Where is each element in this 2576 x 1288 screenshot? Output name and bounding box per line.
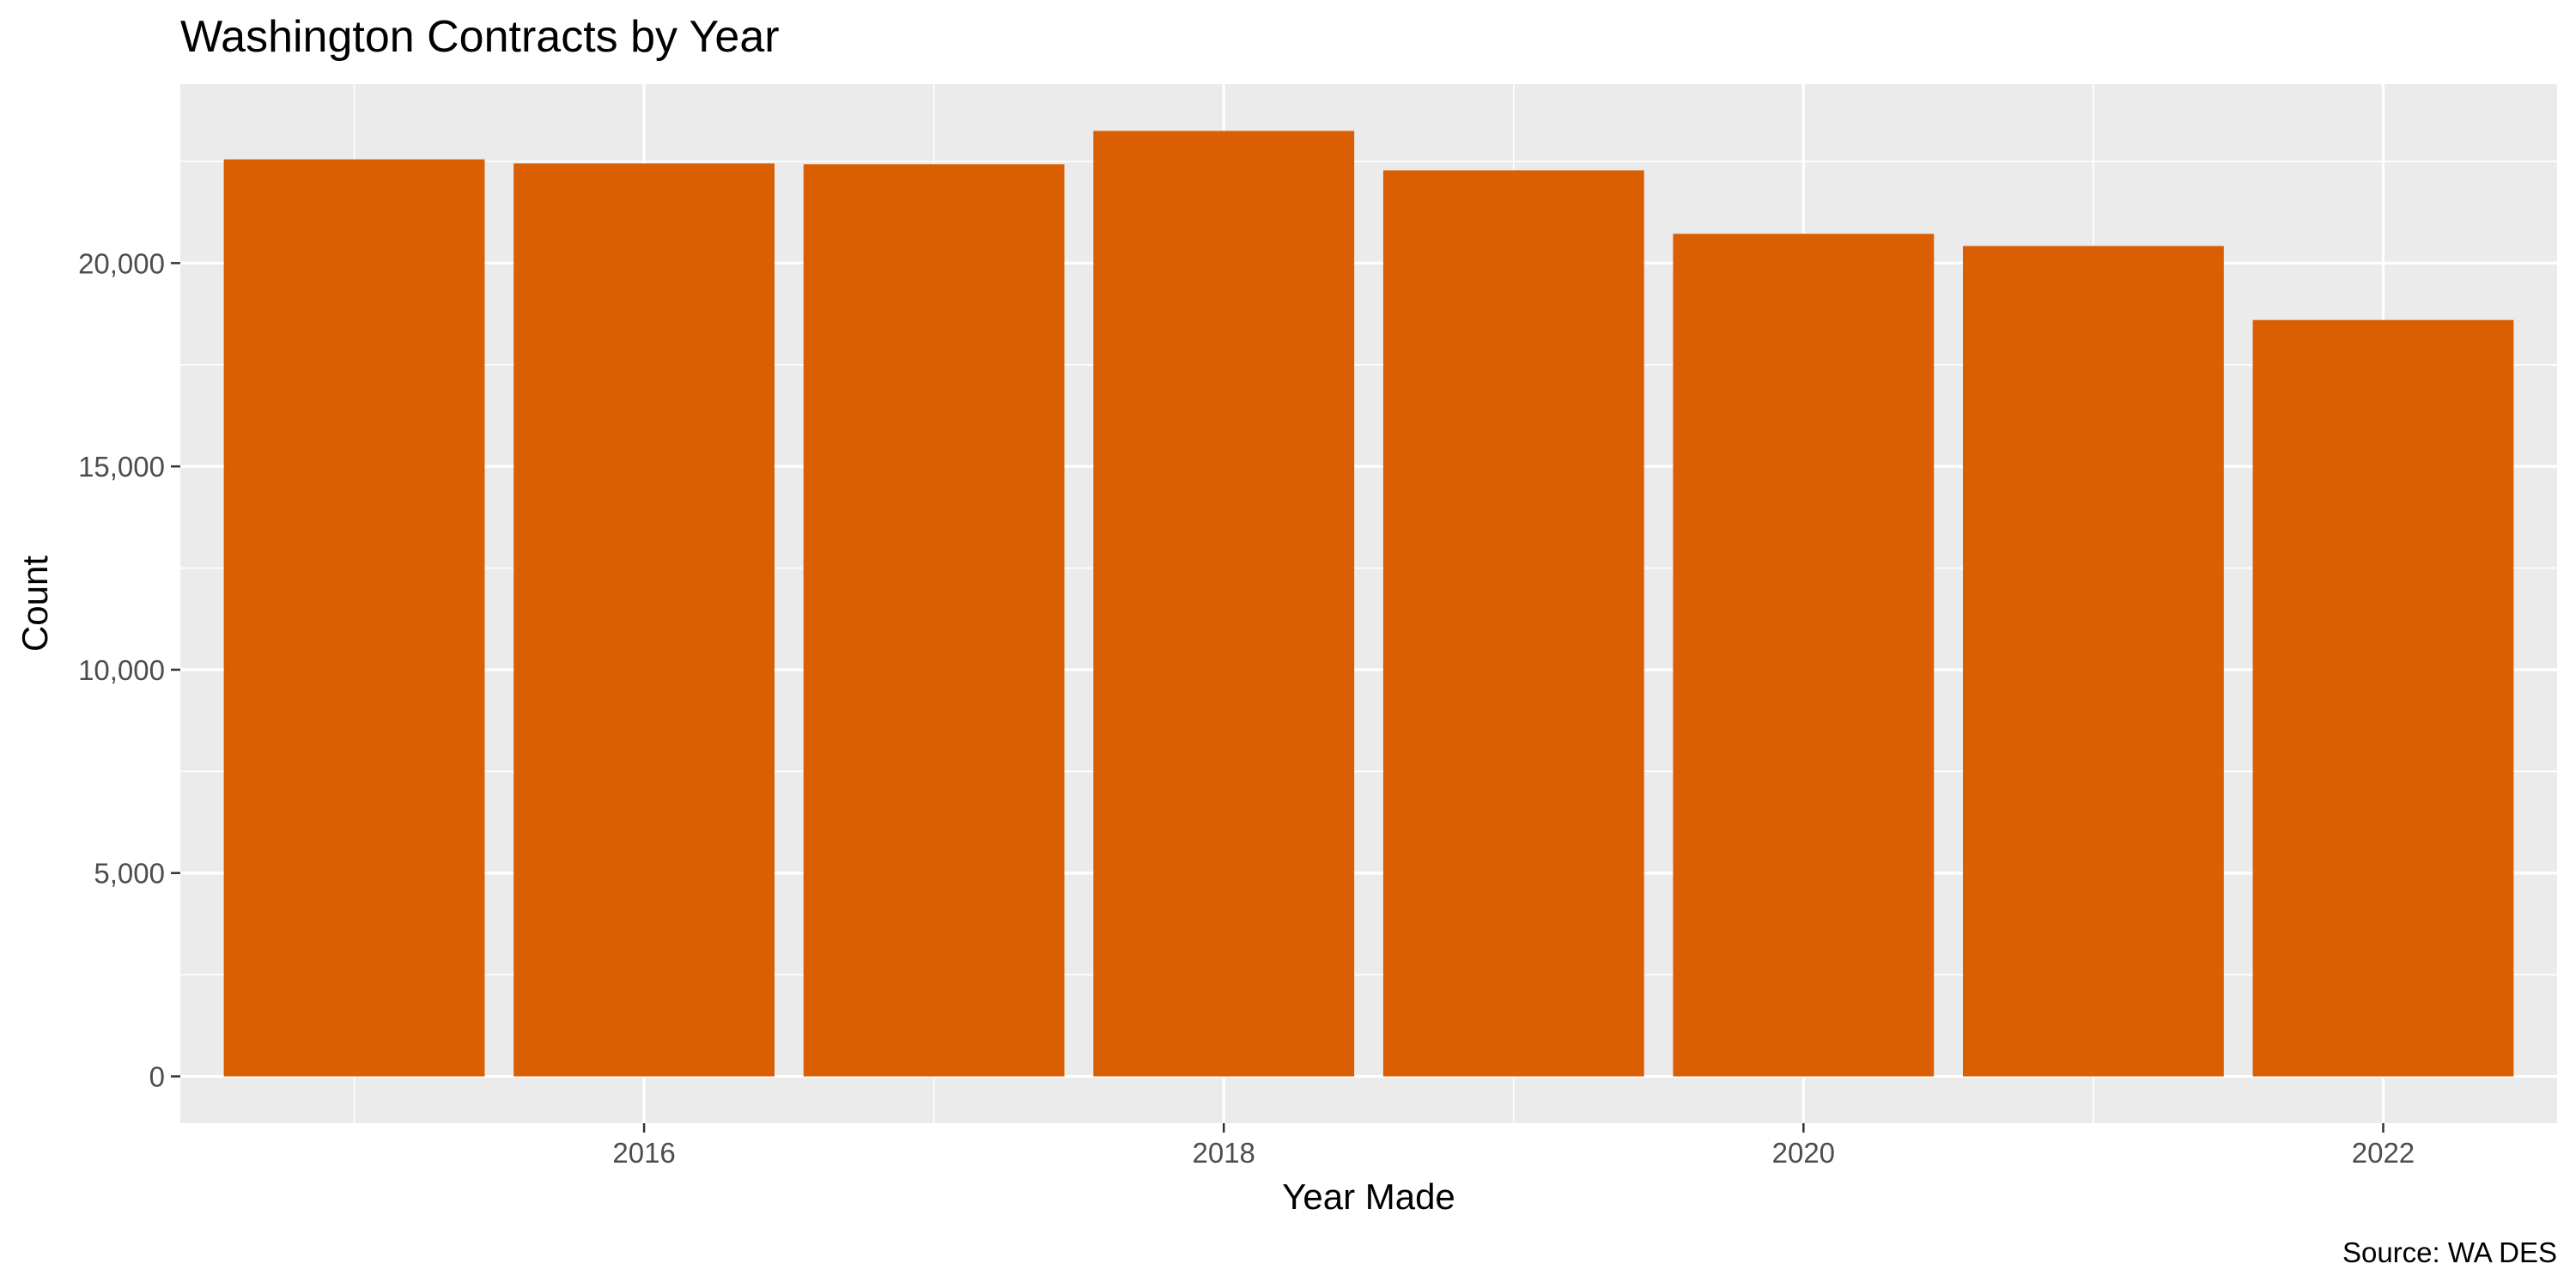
y-tick-label: 10,000 [78,654,165,686]
chart-title: Washington Contracts by Year [180,12,780,62]
y-axis-ticks: 0 5,000 10,000 15,000 20,000 [78,247,180,1092]
bar-2022 [2253,320,2514,1077]
y-tick-label: 15,000 [78,451,165,483]
bar-2019 [1383,170,1644,1076]
y-tick-label: 5,000 [94,858,165,890]
bar-2016 [513,163,775,1076]
y-axis-title: Count [15,556,55,652]
bar-2017 [804,164,1065,1076]
x-tick-label: 2022 [2352,1137,2415,1169]
chart-caption: Source: WA DES [2342,1236,2557,1268]
bar-2021 [1963,246,2224,1076]
x-tick-label: 2018 [1193,1137,1255,1169]
y-tick-label: 20,000 [78,247,165,279]
x-tick-label: 2020 [1772,1137,1835,1169]
bar-2018 [1093,131,1354,1076]
x-axis-title: Year Made [1282,1176,1455,1217]
x-tick-label: 2016 [612,1137,675,1169]
y-tick-label: 0 [149,1061,165,1093]
bar-2015 [224,160,485,1077]
bar-2020 [1673,234,1934,1076]
x-axis-ticks: 2016 2018 2020 2022 [612,1123,2415,1169]
